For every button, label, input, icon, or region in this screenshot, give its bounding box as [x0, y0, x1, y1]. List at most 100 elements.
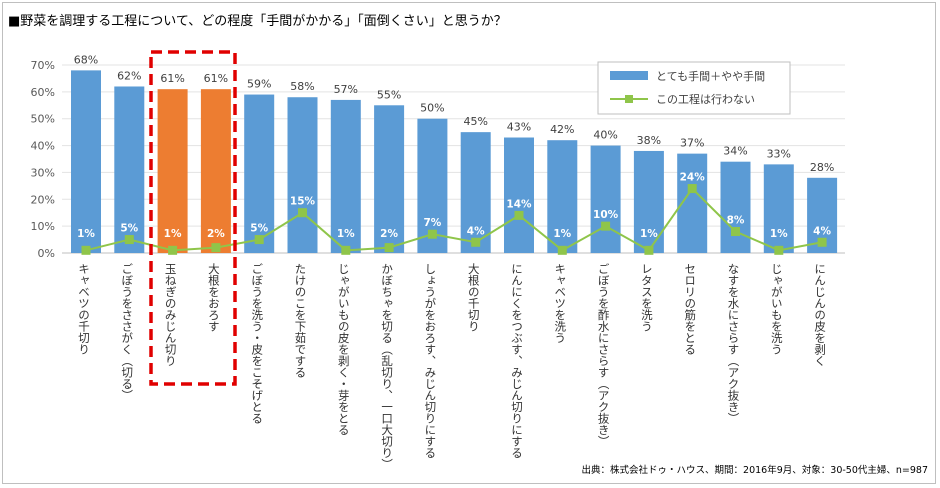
category-label: 大根の千切り — [467, 262, 481, 332]
line-marker — [557, 245, 567, 255]
category-label: キャベツの千切り — [77, 263, 91, 355]
line-data-label: 7% — [423, 217, 441, 229]
line-marker — [427, 229, 437, 239]
y-tick-label: 20% — [31, 193, 55, 206]
line-data-label: 2% — [207, 228, 225, 240]
bar — [720, 161, 751, 253]
bar — [460, 132, 491, 253]
bar — [114, 86, 145, 253]
y-tick-label: 40% — [31, 140, 55, 153]
y-tick-label: 50% — [31, 113, 55, 126]
category-label: レタスを洗う — [640, 263, 654, 332]
category-label: ごぼうを酢水にさらす（アク抜き） — [597, 263, 611, 447]
bar-data-label: 61% — [160, 72, 184, 85]
category-label: ごぼうを洗う・皮をこそげとる — [250, 263, 264, 424]
line-marker — [254, 235, 264, 245]
bar-data-label: 28% — [810, 161, 834, 174]
bar-data-label: 68% — [74, 53, 98, 66]
y-tick-label: 60% — [31, 86, 55, 99]
line-marker — [124, 235, 134, 245]
bar — [374, 105, 405, 254]
category-label: じゃがいもの皮を剥く・芽をとる — [337, 263, 351, 436]
line-data-label: 1% — [640, 228, 658, 240]
line-data-label: 15% — [290, 196, 316, 208]
bar — [157, 89, 188, 254]
line-marker — [774, 245, 784, 255]
bar — [763, 164, 794, 253]
line-marker — [341, 245, 351, 255]
bar-data-label: 33% — [767, 147, 791, 160]
line-data-label: 5% — [250, 223, 268, 235]
y-tick-label: 0% — [38, 247, 55, 260]
bar-data-label: 62% — [117, 69, 141, 82]
line-data-label: 14% — [506, 198, 532, 210]
line-marker — [817, 237, 827, 247]
bar-data-label: 58% — [290, 80, 314, 93]
bar-data-label: 37% — [680, 137, 704, 150]
line-marker — [471, 237, 481, 247]
category-label: にんにくをつぶす、みじん切りにする — [510, 263, 524, 459]
bar — [244, 94, 275, 254]
chart-title: ■野菜を調理する工程について、どの程度「手間がかかる」「面倒くさい」と思うか？ — [8, 14, 507, 29]
category-label: 玉ねぎのみじん切り — [164, 263, 178, 367]
category-label: かぼちゃを切る（乱切り、一口大切り） — [380, 263, 394, 470]
line-data-label: 1% — [770, 228, 788, 240]
line-marker — [514, 210, 524, 220]
category-label: セロリの筋をとる — [683, 263, 697, 355]
bar — [330, 99, 361, 254]
line-marker — [687, 184, 697, 194]
bar — [547, 140, 578, 253]
line-data-label: 1% — [164, 228, 182, 240]
bar-data-label: 42% — [550, 123, 574, 136]
category-label: たけのこを下茹でする — [294, 263, 308, 378]
category-label: なすを水にさらす（アク抜き） — [727, 263, 741, 424]
bar — [590, 145, 621, 253]
bar-data-label: 40% — [593, 129, 617, 142]
source-note: 出典：株式会社ドゥ・ハウス、期間：2016年9月、対象：30-50代主婦、n=9… — [581, 465, 928, 476]
category-label: しょうがをおろす、みじん切りにする — [423, 263, 437, 459]
line-data-label: 1% — [337, 228, 355, 240]
legend-bar-swatch — [610, 71, 648, 80]
line-data-label: 10% — [593, 209, 619, 221]
line-data-label: 2% — [380, 228, 398, 240]
bar-data-label: 43% — [507, 121, 531, 134]
bar-data-label: 38% — [637, 134, 661, 147]
line-marker — [384, 243, 394, 253]
bar-data-label: 59% — [247, 78, 271, 91]
legend-label: とても手間＋やや手間 — [656, 69, 765, 83]
y-tick-label: 30% — [31, 166, 55, 179]
line-data-label: 24% — [680, 172, 706, 184]
line-data-label: 1% — [553, 228, 571, 240]
line-marker — [644, 245, 654, 255]
line-series — [85, 186, 823, 252]
bar — [200, 89, 231, 254]
line-data-label: 4% — [467, 225, 485, 237]
y-tick-label: 70% — [31, 59, 55, 72]
line-marker — [211, 243, 221, 253]
category-label: ごぼうをささがく（切る） — [120, 263, 134, 401]
bar — [504, 137, 534, 253]
category-label: じゃがいもを洗う — [770, 263, 784, 355]
line-data-label: 8% — [727, 215, 745, 227]
bar-data-label: 61% — [204, 72, 228, 85]
line-data-label: 4% — [813, 225, 831, 237]
line-marker — [168, 245, 178, 255]
bar-data-label: 57% — [334, 83, 358, 96]
line-marker — [601, 221, 611, 231]
bar-data-label: 55% — [377, 88, 401, 101]
category-label: 大根をおろす — [207, 262, 221, 332]
legend — [597, 61, 791, 115]
bar — [287, 97, 318, 253]
line-marker — [81, 245, 91, 255]
category-label: にんじんの皮を剥く — [813, 263, 827, 367]
legend-marker-swatch — [625, 95, 633, 103]
bar — [71, 70, 101, 253]
line-marker — [298, 208, 307, 218]
line-data-label: 1% — [77, 228, 95, 240]
highlight-box — [149, 50, 237, 386]
y-tick-label: 10% — [31, 220, 55, 233]
bar-data-label: 45% — [463, 115, 487, 128]
bar-data-label: 50% — [420, 102, 444, 115]
line-marker — [731, 227, 740, 237]
